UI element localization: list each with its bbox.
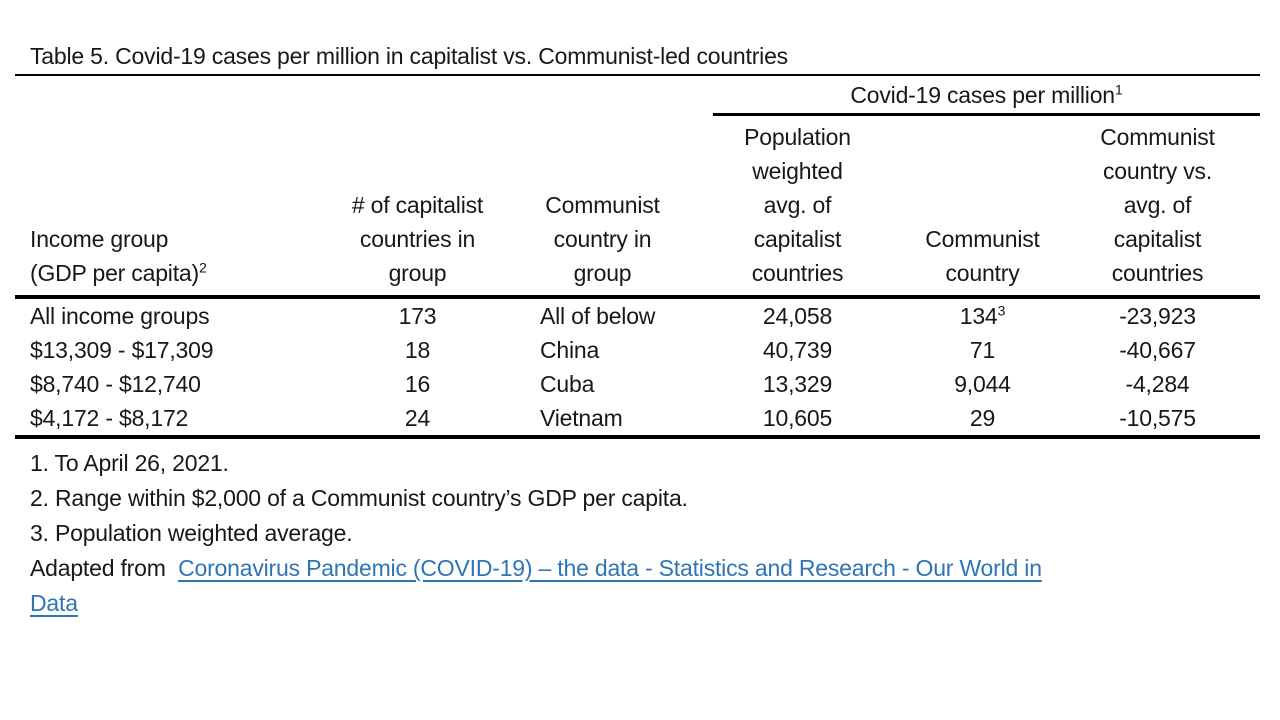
footnotes: 1. To April 26, 2021. 2. Range within $2… bbox=[15, 446, 1155, 621]
cell-pop-weighted-avg: 13,329 bbox=[762, 371, 833, 397]
cell-capitalist-count: 18 bbox=[404, 337, 431, 363]
cell-communist-cases: 71 bbox=[969, 337, 996, 363]
cell-income-group: $4,172 - $8,172 bbox=[15, 401, 315, 439]
cell-communist-cases: 1343 bbox=[959, 303, 1006, 329]
cell-capitalist-count: 24 bbox=[315, 401, 520, 439]
table-title-text: Table 5. Covid-19 cases per million in c… bbox=[30, 43, 788, 69]
cell-communist-cases: 9,044 bbox=[954, 371, 1011, 397]
cell-diff: -23,923 bbox=[1119, 303, 1196, 329]
footnote-1: 1. To April 26, 2021. bbox=[30, 450, 229, 476]
cell-income-group: All income groups bbox=[30, 303, 210, 329]
table-row-cuba: $8,740 - $12,740 16 Cuba 13,329 9,044 -4… bbox=[15, 367, 1260, 401]
col-header-income-group: Income group (GDP per capita)2 bbox=[15, 116, 315, 299]
cell-income-group: $8,740 - $12,740 bbox=[30, 371, 201, 397]
span-header-row: Covid-19 cases per million1 bbox=[15, 76, 1261, 116]
footnote-2: 2. Range within $2,000 of a Communist co… bbox=[30, 485, 688, 511]
cell-pop-weighted-avg: 40,739 bbox=[762, 337, 833, 363]
cell-communist-country-name: Cuba bbox=[540, 371, 595, 397]
col-header-communist-country: Communist country bbox=[910, 116, 1055, 299]
cell-income-group: $13,309 - $17,309 bbox=[30, 337, 214, 363]
cell-communist-cases: 29 bbox=[910, 401, 1055, 439]
col-header-communist-country-in-group: Communist country in group bbox=[520, 116, 685, 299]
col-header-capitalist-count: # of capitalist countries in group bbox=[315, 116, 520, 299]
col-header-communist-vs-avg: Communist country vs. avg. of capitalist… bbox=[1055, 116, 1261, 299]
covid-cases-span-header-text: Covid-19 cases per million1 bbox=[713, 78, 1261, 116]
cell-communist-country-name: Vietnam bbox=[520, 401, 685, 439]
span-header-spacer bbox=[15, 76, 685, 116]
source-attribution: Adapted from Coronavirus Pandemic (COVID… bbox=[30, 551, 1155, 621]
table-title: Table 5. Covid-19 cases per million in c… bbox=[15, 40, 1260, 76]
cell-diff: -10,575 bbox=[1055, 401, 1261, 439]
table-row-all-income: All income groups 173 All of below 24,05… bbox=[15, 297, 1260, 333]
footnote-3: 3. Population weighted average. bbox=[30, 520, 353, 546]
cell-diff: -4,284 bbox=[1125, 371, 1190, 397]
covid-cases-span-header: Covid-19 cases per million1 bbox=[685, 76, 1261, 116]
footnote-marker-1: 1 bbox=[1114, 82, 1123, 99]
cell-communist-country-name: China bbox=[540, 337, 600, 363]
footnote-marker-2: 2 bbox=[198, 260, 207, 277]
source-link[interactable]: Coronavirus Pandemic (COVID-19) – the da… bbox=[30, 555, 1042, 616]
cell-diff: -40,667 bbox=[1119, 337, 1196, 363]
cell-pop-weighted-avg: 10,605 bbox=[685, 401, 910, 439]
cell-communist-country-name: All of below bbox=[540, 303, 656, 329]
table-row-china: $13,309 - $17,309 18 China 40,739 71 -40… bbox=[15, 333, 1260, 367]
cell-capitalist-count: 173 bbox=[398, 303, 437, 329]
column-header-row: Income group (GDP per capita)2 # of capi… bbox=[15, 116, 1261, 299]
col-header-pop-weighted-avg: Population weighted avg. of capitalist c… bbox=[685, 116, 910, 299]
adapted-from-label: Adapted from bbox=[30, 555, 172, 581]
footnote-marker-3: 3 bbox=[997, 303, 1006, 320]
covid-cases-table: Covid-19 cases per million1 Income group… bbox=[15, 76, 1261, 439]
cell-capitalist-count: 16 bbox=[404, 371, 431, 397]
cell-pop-weighted-avg: 24,058 bbox=[762, 303, 833, 329]
table-row-vietnam: $4,172 - $8,172 24 Vietnam 10,605 29 -10… bbox=[15, 401, 1261, 439]
